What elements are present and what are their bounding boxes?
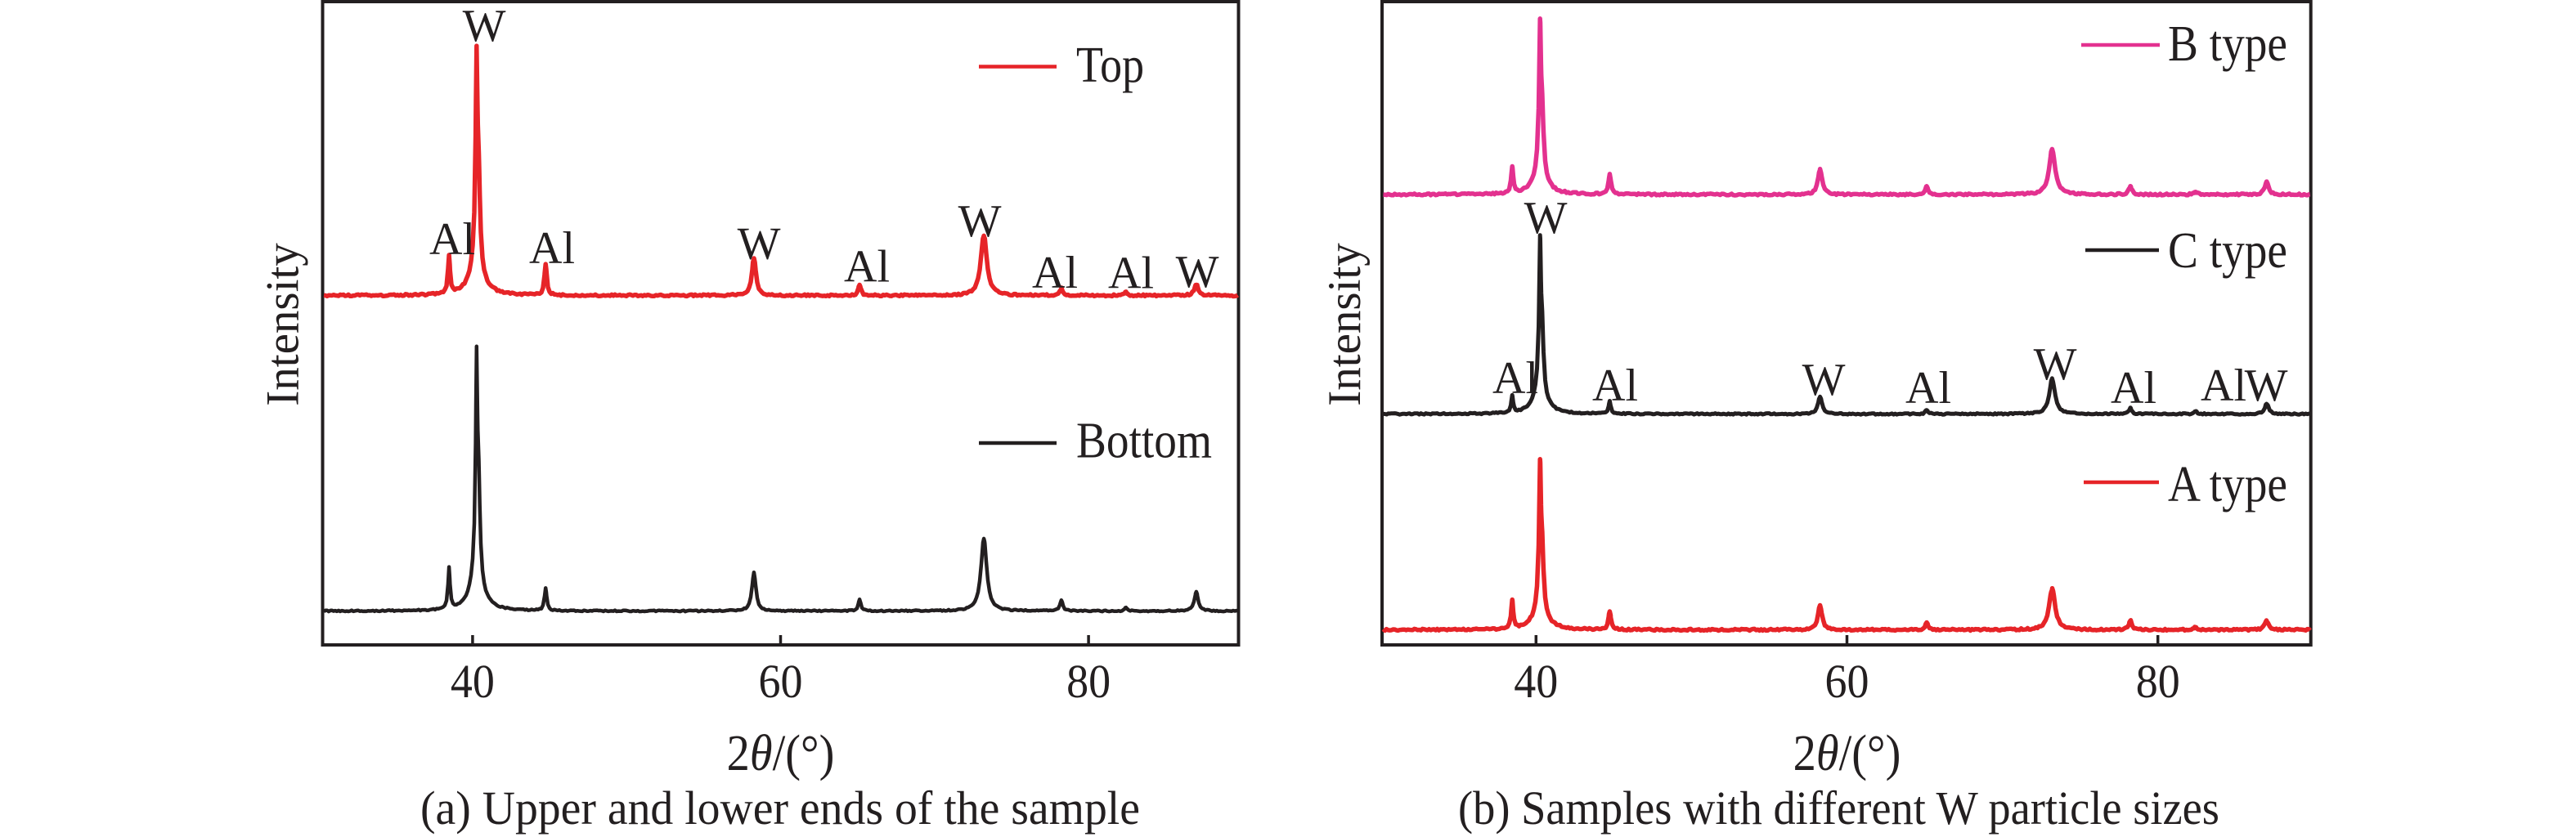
svg-text:C type: C type bbox=[2168, 223, 2287, 279]
svg-text:80: 80 bbox=[1066, 655, 1111, 708]
svg-text:40: 40 bbox=[451, 655, 495, 708]
svg-text:Al: Al bbox=[1492, 353, 1538, 404]
svg-text:Al: Al bbox=[1592, 360, 1638, 411]
svg-text:2θ/(°): 2θ/(°) bbox=[727, 725, 835, 781]
svg-text:Al: Al bbox=[529, 223, 575, 274]
svg-text:Al: Al bbox=[1905, 363, 1951, 414]
svg-text:Al: Al bbox=[844, 242, 890, 293]
svg-text:Al: Al bbox=[2111, 363, 2156, 414]
svg-text:A type: A type bbox=[2168, 457, 2287, 512]
svg-text:W: W bbox=[958, 196, 1002, 247]
svg-text:Intensity: Intensity bbox=[258, 243, 309, 406]
svg-text:60: 60 bbox=[1825, 655, 1869, 708]
svg-text:Al: Al bbox=[2201, 360, 2246, 411]
svg-text:W: W bbox=[1802, 355, 1846, 405]
svg-text:Al: Al bbox=[1108, 248, 1154, 299]
svg-text:60: 60 bbox=[759, 655, 803, 708]
svg-text:Top: Top bbox=[1076, 38, 1144, 93]
svg-text:W: W bbox=[738, 219, 781, 270]
svg-text:W: W bbox=[2245, 360, 2288, 411]
svg-text:Al: Al bbox=[429, 214, 475, 265]
svg-text:40: 40 bbox=[1514, 655, 1558, 708]
svg-text:(a) Upper and lower ends of th: (a) Upper and lower ends of the sample bbox=[420, 781, 1140, 835]
svg-text:80: 80 bbox=[2136, 655, 2180, 708]
svg-text:W: W bbox=[1176, 247, 1219, 298]
svg-text:W: W bbox=[463, 1, 506, 51]
svg-text:B type: B type bbox=[2168, 16, 2287, 72]
svg-text:2θ/(°): 2θ/(°) bbox=[1793, 725, 1901, 781]
svg-text:W: W bbox=[2034, 339, 2077, 390]
svg-text:W: W bbox=[1524, 193, 1568, 244]
svg-text:Al: Al bbox=[1032, 248, 1078, 298]
svg-text:Intensity: Intensity bbox=[1319, 243, 1371, 406]
svg-text:Bottom: Bottom bbox=[1076, 414, 1212, 469]
svg-text:(b) Samples with different W p: (b) Samples with different W particle si… bbox=[1458, 781, 2219, 835]
